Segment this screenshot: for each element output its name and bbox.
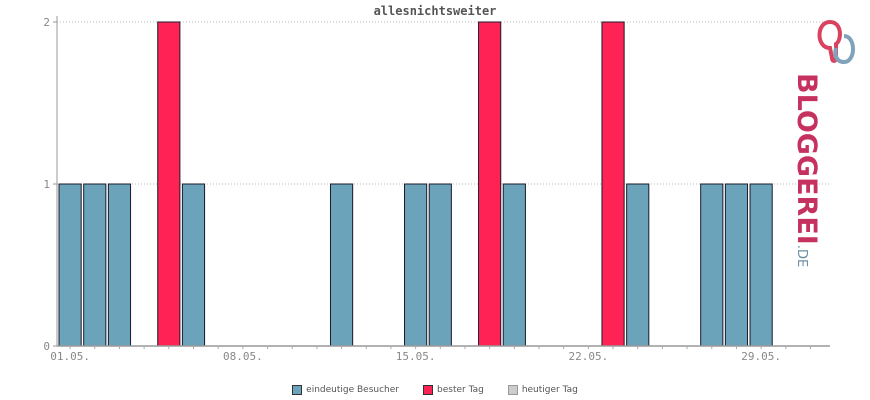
legend-swatch-today <box>507 385 518 395</box>
bar <box>724 183 749 347</box>
bar <box>329 183 354 347</box>
legend-swatch-visitors <box>292 385 303 395</box>
y-tick-label: 2 <box>43 16 50 29</box>
legend-item-today: heutiger Tag <box>507 385 578 395</box>
y-tick-label: 1 <box>43 178 50 191</box>
bar <box>83 183 107 347</box>
legend-swatch-best-day <box>423 385 433 395</box>
legend-item-best-day: bester Tag <box>423 385 484 395</box>
bar <box>181 183 206 347</box>
bar <box>700 183 724 347</box>
x-tick-label: 22.05. <box>568 350 608 363</box>
bar <box>601 21 625 347</box>
bar <box>107 183 132 347</box>
bar <box>428 183 452 347</box>
x-tick-label: 15.05. <box>396 350 436 363</box>
logo-icon <box>817 19 855 65</box>
y-tick-label: 0 <box>43 340 50 353</box>
logo-text: BLOGGEREI.DE <box>791 73 822 268</box>
chart-title: allesnichtsweiter <box>373 4 497 18</box>
bar <box>157 21 181 347</box>
x-tick-label: 08.05. <box>223 350 263 363</box>
legend-label-visitors: eindeutige Besucher <box>306 385 399 395</box>
legend-label-best-day: bester Tag <box>437 385 484 395</box>
bloggerei-logo[interactable]: BLOGGEREI.DE <box>791 18 864 267</box>
bar <box>502 183 526 347</box>
x-tick-label: 29.05. <box>741 350 781 363</box>
legend-label-today: heutiger Tag <box>521 385 578 395</box>
bar <box>626 183 650 347</box>
legend: eindeutige Besucher bester Tag heutiger … <box>0 385 870 395</box>
bar <box>58 183 82 347</box>
legend-item-visitors: eindeutige Besucher <box>292 385 399 395</box>
bar <box>478 21 502 347</box>
bar <box>749 183 773 347</box>
bar <box>404 183 428 347</box>
x-tick-label: 01.05. <box>50 350 90 363</box>
